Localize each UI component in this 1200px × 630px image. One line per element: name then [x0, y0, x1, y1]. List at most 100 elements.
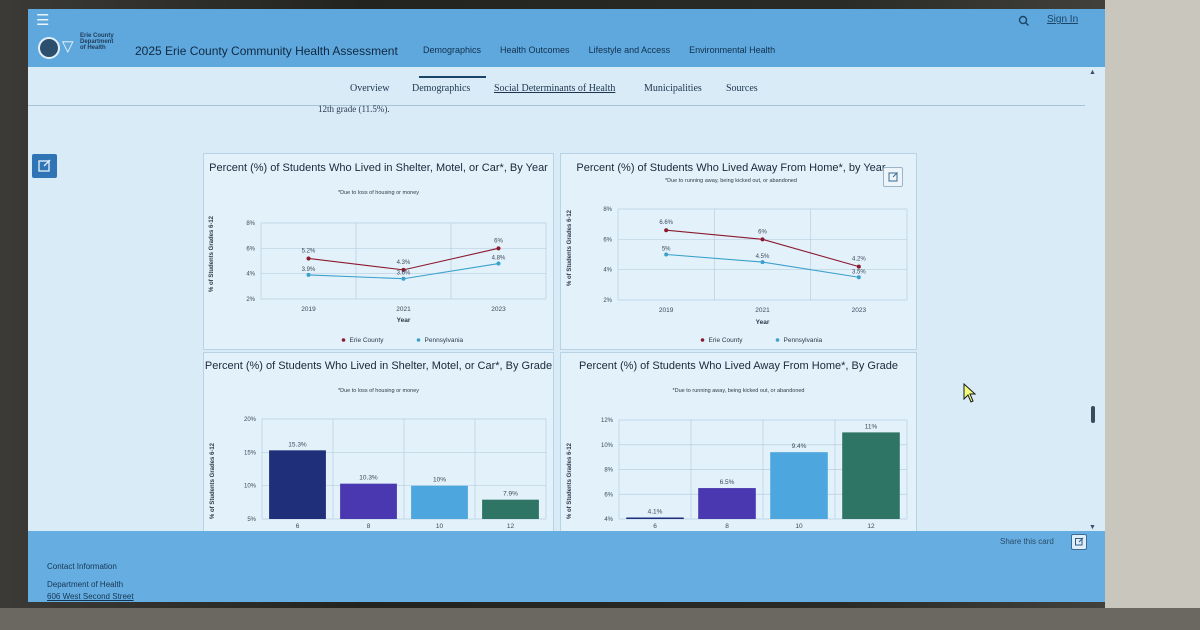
data-label: 5% [662, 247, 671, 253]
y-tick-label: 6% [604, 492, 613, 498]
y-tick-label: 10% [601, 443, 614, 449]
x-tick-label: 8 [367, 523, 371, 530]
data-label: 10% [433, 477, 446, 484]
y-tick-label: 8% [603, 207, 612, 213]
x-tick-label: 2019 [301, 306, 316, 313]
legend-marker [416, 338, 421, 342]
data-label: 6% [494, 238, 503, 244]
x-tick-label: 2021 [755, 307, 770, 314]
county-seal-icon [38, 37, 60, 59]
subnav-municipalities[interactable]: Municipalities [644, 83, 702, 94]
x-tick-label: 2019 [659, 307, 674, 314]
data-point [856, 275, 861, 280]
share-icon[interactable] [883, 167, 903, 187]
search-icon[interactable] [1018, 15, 1030, 27]
legend-label: Pennsylvania [425, 337, 464, 344]
data-label: 4.5% [756, 254, 770, 260]
subnav-overview[interactable]: Overview [350, 83, 390, 94]
data-point [760, 260, 765, 265]
legend-label: Erie County [709, 337, 744, 344]
tab-health-outcomes[interactable]: Health Outcomes [500, 45, 570, 55]
bar [269, 450, 326, 519]
legend-label: Pennsylvania [784, 337, 823, 344]
data-label: 3.9% [302, 267, 316, 273]
scroll-up-icon[interactable]: ▲ [1089, 69, 1096, 76]
x-tick-label: 8 [725, 523, 729, 530]
chart-title: Percent (%) of Students Who Lived in She… [204, 360, 553, 372]
data-label: 9.4% [792, 443, 807, 450]
chart-subtitle: *Due to running away, being kicked out, … [665, 178, 797, 184]
bar [698, 488, 756, 519]
divider [28, 105, 1085, 106]
bar [340, 483, 397, 519]
tab-environmental-health[interactable]: Environmental Health [689, 45, 776, 55]
body-text-cutoff: 12th grade (11.5%). [318, 104, 390, 114]
legend-marker [700, 338, 705, 342]
department-logo[interactable]: Erie County Department of Health [80, 33, 114, 51]
subnav-demographics[interactable]: Demographics [412, 83, 471, 94]
x-axis-label: Year [756, 319, 770, 326]
subnav-social-determinants[interactable]: Social Determinants of Health [494, 83, 616, 94]
bar-chart: 12% 10% 8% 6% 4% 4.1% 6 6.5% 8 9.4% 10 11% 12 [601, 418, 908, 530]
wall [1105, 0, 1200, 630]
bar [770, 452, 828, 519]
line-chart: 8% 6% 4% 2% 2019 2021 2023 Year 5.2% 4.3% 6% 3.9% 3.… [246, 221, 547, 344]
data-label: 4.8% [492, 256, 506, 262]
data-label: 5.2% [302, 248, 316, 254]
x-tick-label: 2023 [491, 306, 506, 313]
share-card-link[interactable]: Share this card [1000, 537, 1054, 546]
page-scrollbar[interactable]: ▲ ▼ [1087, 69, 1099, 531]
browser-screen: ☰ ▽ Erie County Department of Health 202… [28, 9, 1105, 602]
top-navigation: Demographics Health Outcomes Lifestyle a… [418, 45, 794, 78]
y-tick-label: 5% [247, 517, 256, 523]
scroll-thumb[interactable] [1091, 406, 1095, 423]
tab-demographics[interactable]: Demographics [418, 45, 490, 78]
data-point [496, 261, 501, 266]
line-chart: 8% 6% 4% 2% 2019 2021 2023 Year 6.6% 6% 4.2% 5% 4.5%… [603, 207, 908, 344]
mouse-cursor-icon [963, 383, 977, 403]
chart-card-away-by-year: Percent (%) of Students Who Lived Away F… [560, 153, 917, 350]
share-icon[interactable] [32, 154, 57, 178]
y-tick-label: 12% [601, 418, 614, 424]
data-point [760, 237, 765, 242]
y-tick-label: 2% [246, 297, 255, 303]
scroll-down-icon[interactable]: ▼ [1089, 524, 1096, 531]
data-point [664, 228, 669, 233]
y-tick-label: 6% [603, 237, 612, 243]
app-title[interactable]: 2025 Erie County Community Health Assess… [135, 44, 398, 58]
contact-line: Department of Health [47, 580, 124, 589]
data-point [401, 276, 406, 281]
data-label: 6.5% [720, 479, 735, 486]
chart-card-shelter-by-grade: Percent (%) of Students Who Lived in She… [203, 352, 554, 532]
chart-title: Percent (%) of Students Who Lived in She… [209, 162, 548, 174]
tab-lifestyle-access[interactable]: Lifestyle and Access [588, 45, 671, 55]
y-tick-label: 15% [244, 450, 257, 456]
data-label: 11% [865, 423, 878, 430]
shield-icon: ▽ [62, 38, 74, 55]
site-header: ☰ ▽ Erie County Department of Health 202… [28, 9, 1105, 78]
y-tick-label: 20% [244, 417, 257, 423]
subnav-sources[interactable]: Sources [726, 83, 758, 94]
y-tick-label: 4% [246, 272, 255, 278]
desk-edge [0, 608, 1200, 630]
data-label: 15.3% [288, 441, 307, 448]
data-point [664, 252, 669, 257]
site-footer [28, 531, 1105, 602]
legend-marker [775, 338, 780, 342]
logo-line: Erie County [80, 33, 114, 39]
legend-label: Erie County [350, 337, 385, 344]
y-tick-label: 10% [244, 484, 257, 490]
bar [842, 432, 900, 519]
y-tick-label: 4% [604, 517, 613, 523]
chart-title: Percent (%) of Students Who Lived Away F… [576, 162, 886, 174]
contact-line[interactable]: 606 West Second Street [47, 592, 134, 601]
data-label: 4.2% [852, 257, 866, 263]
y-tick-label: 8% [604, 468, 613, 474]
hamburger-icon[interactable]: ☰ [36, 12, 50, 29]
bar-chart: 20% 15% 10% 5% 15.3% 6 10.3% 8 10% 10 7.9% 12 [244, 417, 547, 530]
share-card-icon[interactable] [1071, 534, 1087, 550]
sign-in-link[interactable]: Sign In [1047, 14, 1079, 25]
contact-heading: Contact Information [47, 562, 117, 571]
x-tick-label: 2021 [396, 306, 411, 313]
data-label: 4.1% [648, 509, 663, 516]
